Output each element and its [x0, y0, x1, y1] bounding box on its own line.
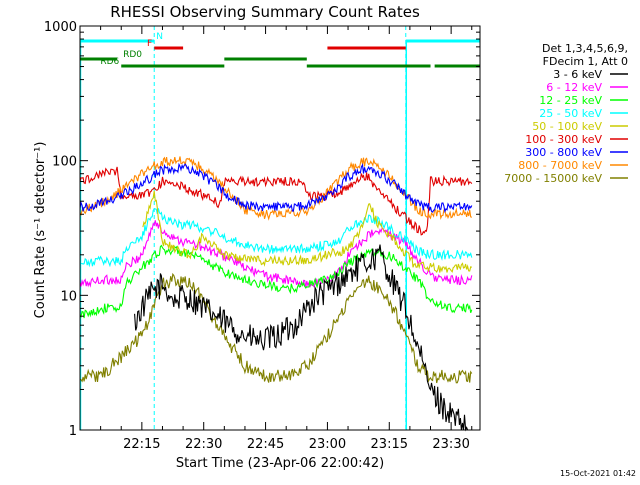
flag-label-f: F — [147, 39, 152, 49]
flag-bars: NF RD0 RD6 — [80, 32, 480, 68]
series-line-4 — [79, 208, 473, 268]
flag-label-rd0: RD0 — [123, 50, 142, 60]
flag-label-n: N — [156, 32, 163, 42]
plot-axes: 22:15 22:30 22:45 23:00 23:15 23:30 1 10 100 1000 — [44, 20, 481, 452]
series-line-2 — [79, 220, 473, 288]
y-axis-label: Count Rate (s⁻¹ detector⁻¹) — [33, 142, 48, 319]
legend-label-3: 12 - 25 keV — [539, 94, 602, 107]
y-tick-label-3: 100 — [52, 155, 77, 170]
legend-header-1: Det 1,3,4,5,6,9, — [542, 42, 628, 55]
legend-label-7: 300 - 800 keV — [525, 146, 602, 159]
y-tick-label-4: 1000 — [44, 20, 77, 35]
timestamp: 15-Oct-2021 01:42 — [560, 469, 636, 478]
series-line-6 — [79, 166, 473, 236]
legend-header-2: FDecim 1, Att 0 — [543, 55, 628, 68]
series-line-3 — [79, 244, 473, 319]
legend-label-5: 50 - 100 keV — [532, 120, 602, 133]
series-line-7 — [79, 162, 473, 214]
series-layer — [79, 156, 473, 432]
legend-label-9: 7000 - 15000 keV — [504, 172, 602, 185]
legend-label-2: 6 - 12 keV — [546, 81, 602, 94]
plot-frame — [79, 25, 481, 431]
series-line-9 — [79, 272, 473, 384]
x-tick-label-4: 23:00 — [309, 437, 346, 452]
chart-title: RHESSI Observing Summary Count Rates — [110, 3, 420, 21]
x-tick-label-6: 23:30 — [432, 437, 469, 452]
legend-label-8: 800 - 7000 keV — [518, 159, 602, 172]
y-tick-label-2: 10 — [60, 289, 77, 304]
y-tick-label-1: 1 — [69, 424, 77, 439]
x-tick-label-2: 22:30 — [185, 437, 222, 452]
x-tick-label-1: 22:15 — [123, 437, 160, 452]
legend: Det 1,3,4,5,6,9,FDecim 1, Att 03 - 6 keV… — [504, 42, 628, 185]
legend-label-6: 100 - 300 keV — [525, 133, 602, 146]
flag-label-rd6: RD6 — [100, 57, 119, 67]
series-line-1 — [134, 244, 469, 432]
series-line-5 — [142, 190, 472, 274]
x-tick-label-5: 23:15 — [371, 437, 408, 452]
x-tick-label-3: 22:45 — [247, 437, 284, 452]
legend-label-1: 3 - 6 keV — [553, 68, 602, 81]
legend-label-4: 25 - 50 keV — [539, 107, 602, 120]
x-axis-label: Start Time (23-Apr-06 22:00:42) — [176, 456, 384, 471]
